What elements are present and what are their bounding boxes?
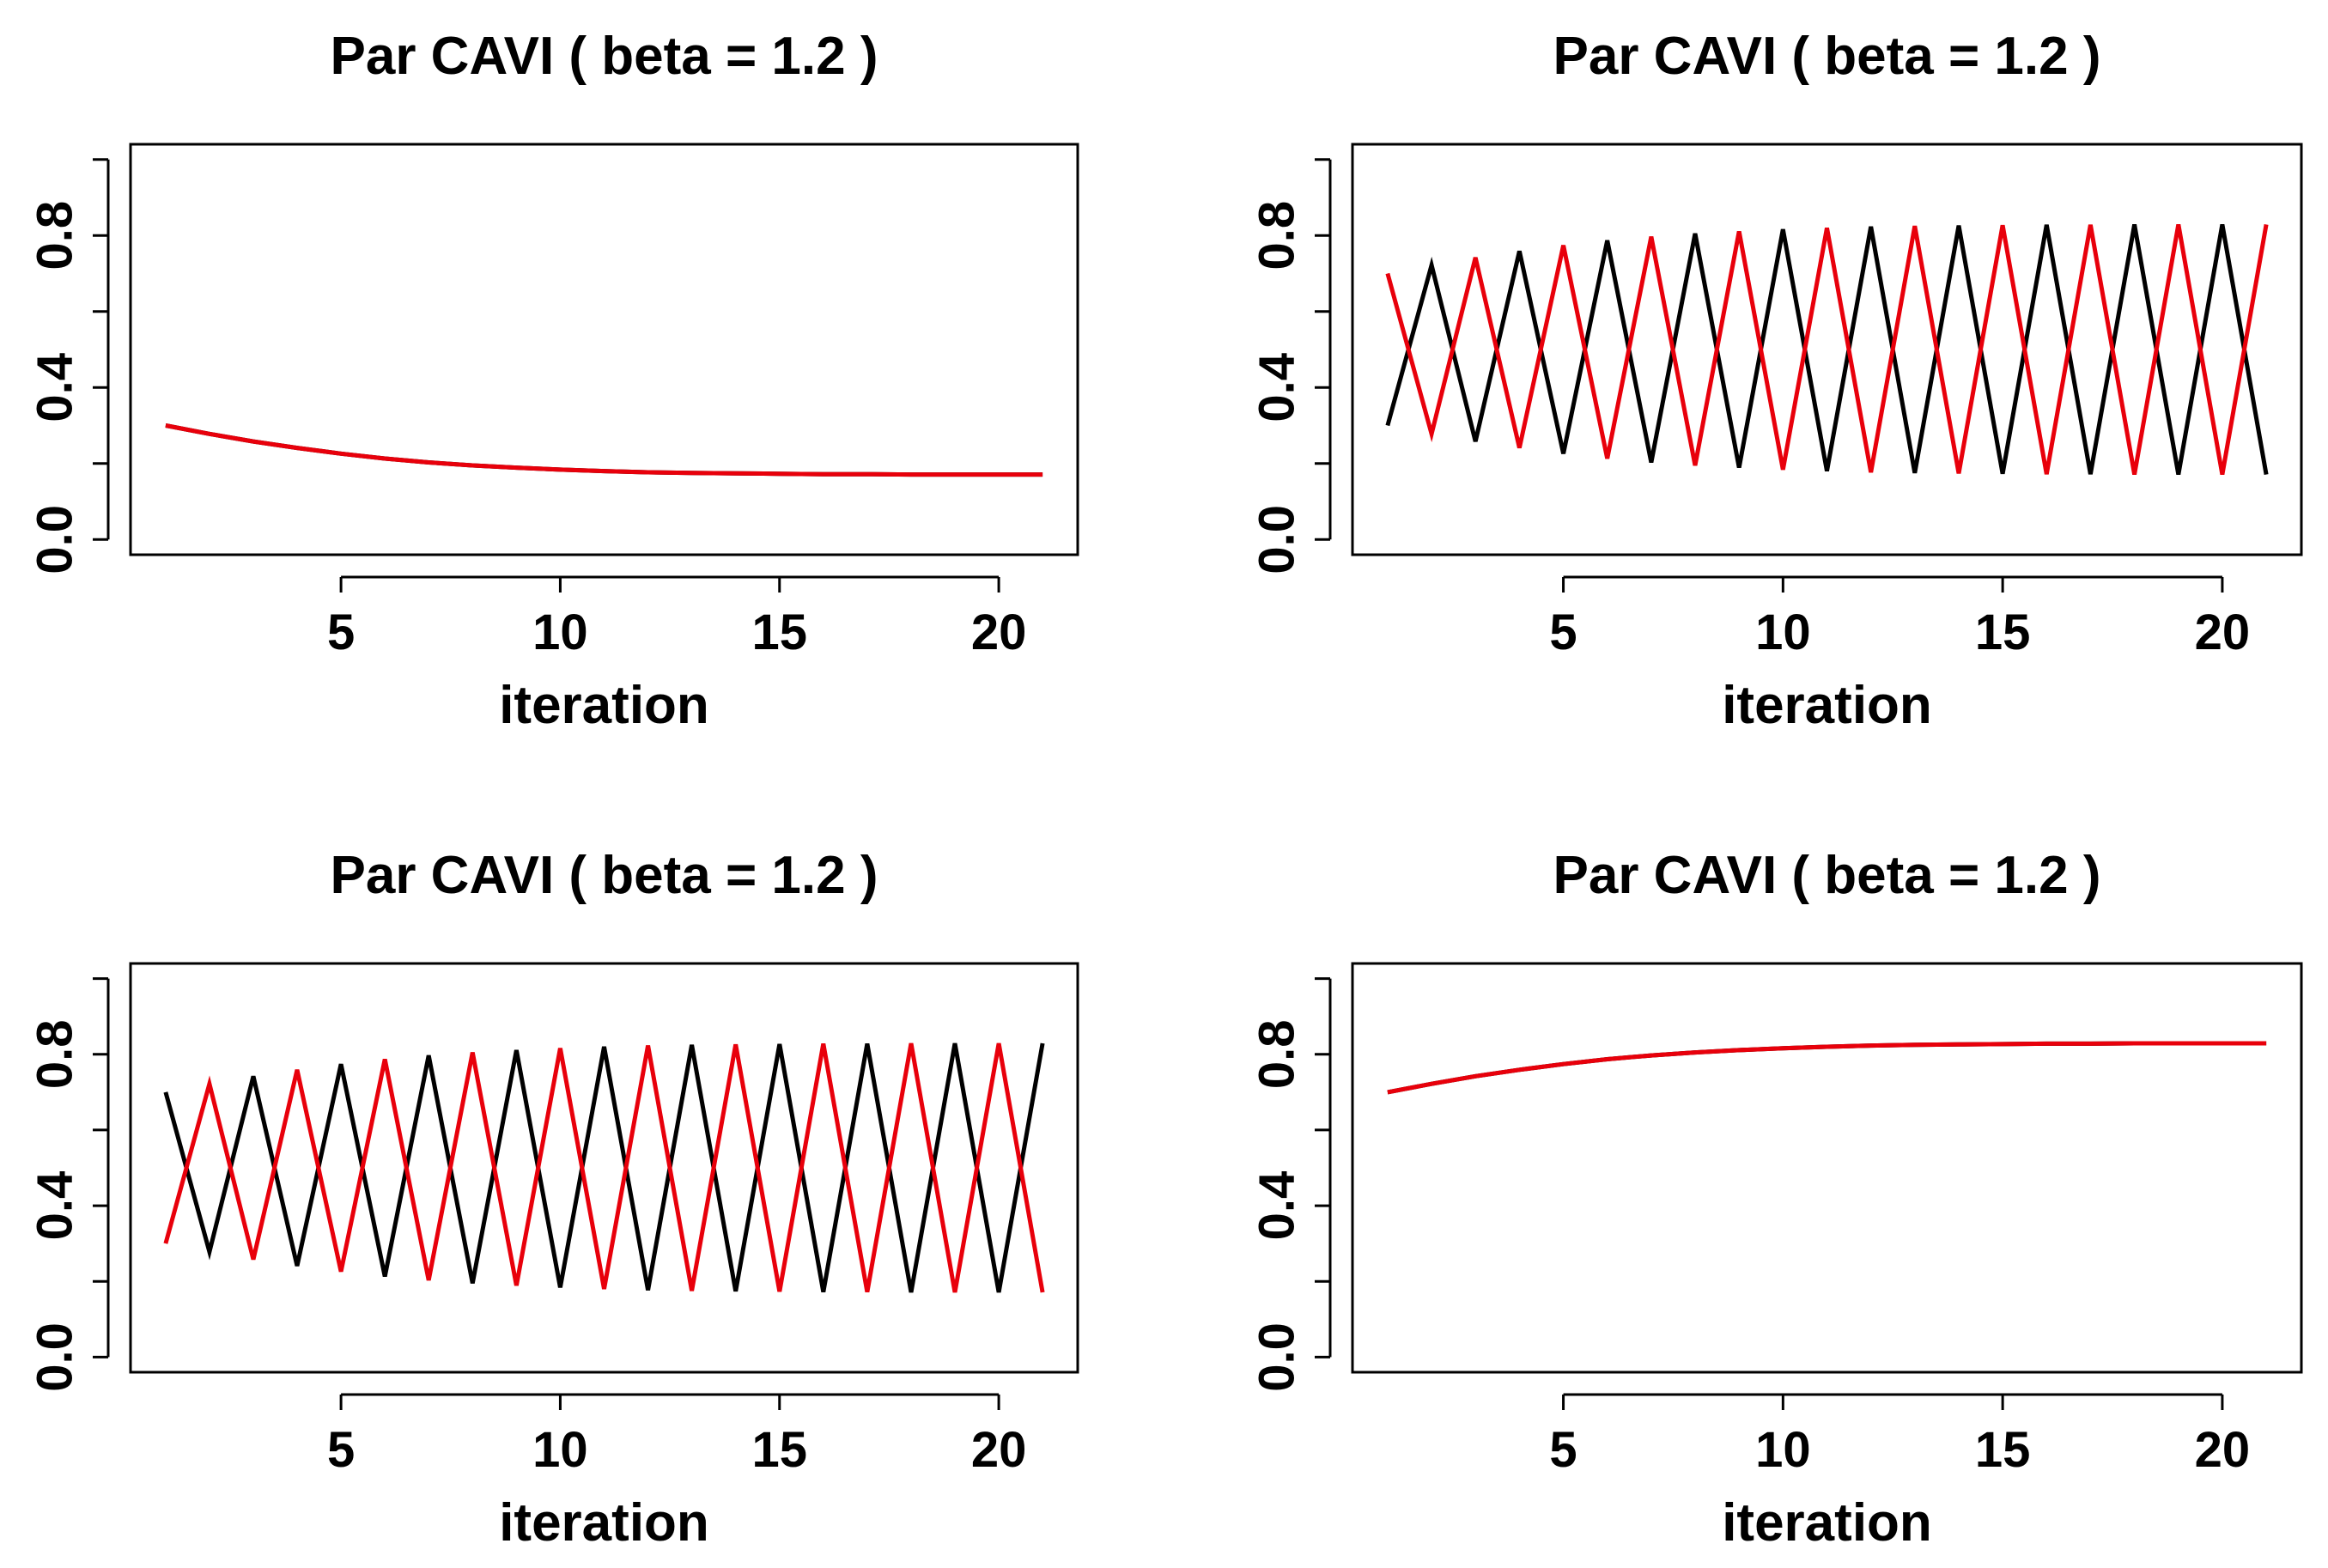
x-axis-label: iteration: [499, 676, 709, 735]
series-red-line: [163, 1042, 1045, 1293]
chart-title: Par CAVI ( beta = 1.2 ): [1553, 846, 2100, 905]
x-tick-label: 5: [1549, 1422, 1577, 1478]
series-red-line: [1387, 1041, 2267, 1095]
x-tick-label: 15: [752, 1422, 808, 1478]
x-tick-label: 10: [1755, 605, 1811, 660]
plot-frame: [1351, 143, 2303, 556]
y-tick-label: 0.0: [27, 505, 83, 574]
chart-title: Par CAVI ( beta = 1.2 ): [330, 27, 878, 86]
x-axis-label: iteration: [1722, 676, 1932, 735]
x-tick-label: 15: [752, 605, 808, 660]
x-tick-label: 20: [2195, 1422, 2251, 1478]
plot-frame: [129, 962, 1079, 1374]
x-tick-label: 10: [532, 605, 588, 660]
series-red-line: [1385, 223, 2269, 476]
y-tick-label: 0.0: [27, 1322, 83, 1392]
x-tick-label: 20: [2195, 605, 2251, 660]
y-tick-label: 0.8: [27, 201, 83, 270]
y-tick-label: 0.4: [27, 353, 83, 422]
y-tick-label: 0.0: [1249, 505, 1305, 574]
y-tick-label: 0.8: [27, 1019, 83, 1089]
x-tick-label: 15: [1975, 1422, 2031, 1478]
x-axis-label: iteration: [1722, 1493, 1932, 1553]
y-tick-label: 0.8: [1249, 201, 1305, 270]
plot-frame: [129, 143, 1079, 556]
x-tick-label: 20: [971, 1422, 1027, 1478]
chart-panel-1: Par CAVI ( beta = 1.2 ) 0.0 0.4 0.8 5 10 15 20 i…: [27, 27, 1079, 735]
plot-frame: [1351, 962, 2303, 1374]
x-axis-label: iteration: [499, 1493, 709, 1553]
y-tick-label: 0.4: [27, 1171, 83, 1241]
chart-panel-3: Par CAVI ( beta = 1.2 ) 0.0 0.4 0.8 5 10 15 20 i…: [27, 846, 1079, 1553]
series-black-line: [163, 1042, 1045, 1293]
chart-panel-4: Par CAVI ( beta = 1.2 ) 0.0 0.4 0.8 5 10 15 20 i…: [1249, 846, 2303, 1553]
x-tick-label: 20: [971, 605, 1027, 660]
y-tick-label: 0.4: [1249, 353, 1305, 422]
series-black-line: [1385, 223, 2269, 476]
x-tick-label: 5: [327, 605, 355, 660]
x-tick-label: 15: [1975, 605, 2031, 660]
x-tick-label: 5: [327, 1422, 355, 1478]
panels: Par CAVI ( beta = 1.2 ) 0.0 0.4 0.8 5 10 15 20 i…: [27, 27, 2303, 1553]
x-tick-label: 10: [532, 1422, 588, 1478]
x-tick-label: 10: [1755, 1422, 1811, 1478]
chart-panel-2: Par CAVI ( beta = 1.2 ) 0.0 0.4 0.8 5 10 15 20 i…: [1249, 27, 2303, 735]
y-tick-label: 0.4: [1249, 1171, 1305, 1241]
y-tick-label: 0.0: [1249, 1322, 1305, 1392]
chart-title: Par CAVI ( beta = 1.2 ): [330, 846, 878, 905]
chart-title: Par CAVI ( beta = 1.2 ): [1553, 27, 2100, 86]
y-tick-label: 0.8: [1249, 1019, 1305, 1089]
x-tick-label: 5: [1549, 605, 1577, 660]
series-red-line: [165, 423, 1043, 477]
